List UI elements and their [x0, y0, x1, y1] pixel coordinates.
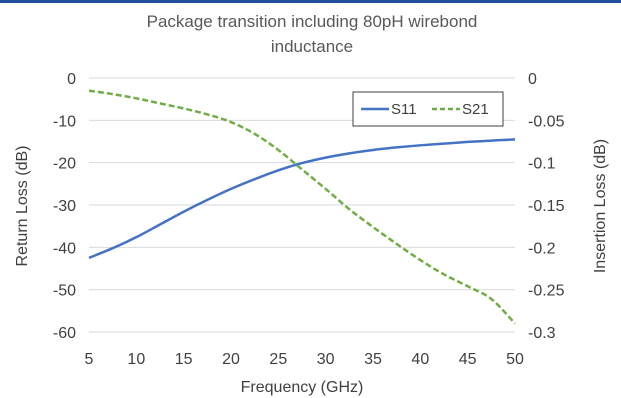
y-left-tick-label: -10 [53, 113, 76, 130]
y-left-tick-label: -60 [53, 325, 76, 342]
legend-label-s11: S11 [391, 101, 417, 118]
x-tick-label: 35 [364, 351, 382, 368]
y-right-tick-label: -0.3 [528, 325, 556, 342]
y-left-axis-title: Return Loss (dB) [14, 146, 31, 267]
x-tick-label: 50 [506, 351, 524, 368]
chart-title-line-2: inductance [271, 37, 353, 56]
y-right-tick-label: -0.25 [528, 283, 565, 300]
y-left-tick-label: -40 [53, 240, 76, 257]
y-right-axis-title: Insertion Loss (dB) [592, 139, 609, 273]
x-tick-label: 20 [222, 351, 240, 368]
y-right-tick-label: -0.05 [528, 113, 565, 130]
y-right-tick-label: -0.2 [528, 240, 556, 257]
x-tick-label: 40 [411, 351, 429, 368]
x-tick-label: 15 [175, 351, 193, 368]
y-left-tick-label: -30 [53, 198, 76, 215]
x-tick-label: 30 [317, 351, 335, 368]
series-line-s11 [88, 138, 516, 260]
x-tick-label: 5 [85, 351, 94, 368]
x-tick-label: 25 [269, 351, 287, 368]
y-left-tick-label: -50 [53, 283, 76, 300]
series-lines [88, 89, 516, 325]
x-tick-label: 45 [459, 351, 477, 368]
top-accent-bar [0, 0, 621, 3]
tick-labels: 0 -10 -20 -30 -40 -50 -60 0 -0.05 -0.1 -0.15 -0.2 -0… [53, 71, 565, 368]
y-right-tick-label: -0.1 [528, 156, 556, 173]
y-right-tick-label: -0.15 [528, 198, 565, 215]
series-line-s21 [88, 89, 516, 325]
legend: S11 S21 [352, 91, 504, 127]
y-left-tick-label: -20 [53, 156, 76, 173]
x-axis-title: Frequency (GHz) [241, 379, 364, 396]
x-tick-label: 10 [127, 351, 145, 368]
chart-title-line-1: Package transition including 80pH wirebo… [147, 12, 478, 31]
legend-label-s21: S21 [462, 101, 489, 118]
y-right-tick-label: 0 [528, 71, 537, 88]
y-left-tick-label: 0 [67, 71, 76, 88]
